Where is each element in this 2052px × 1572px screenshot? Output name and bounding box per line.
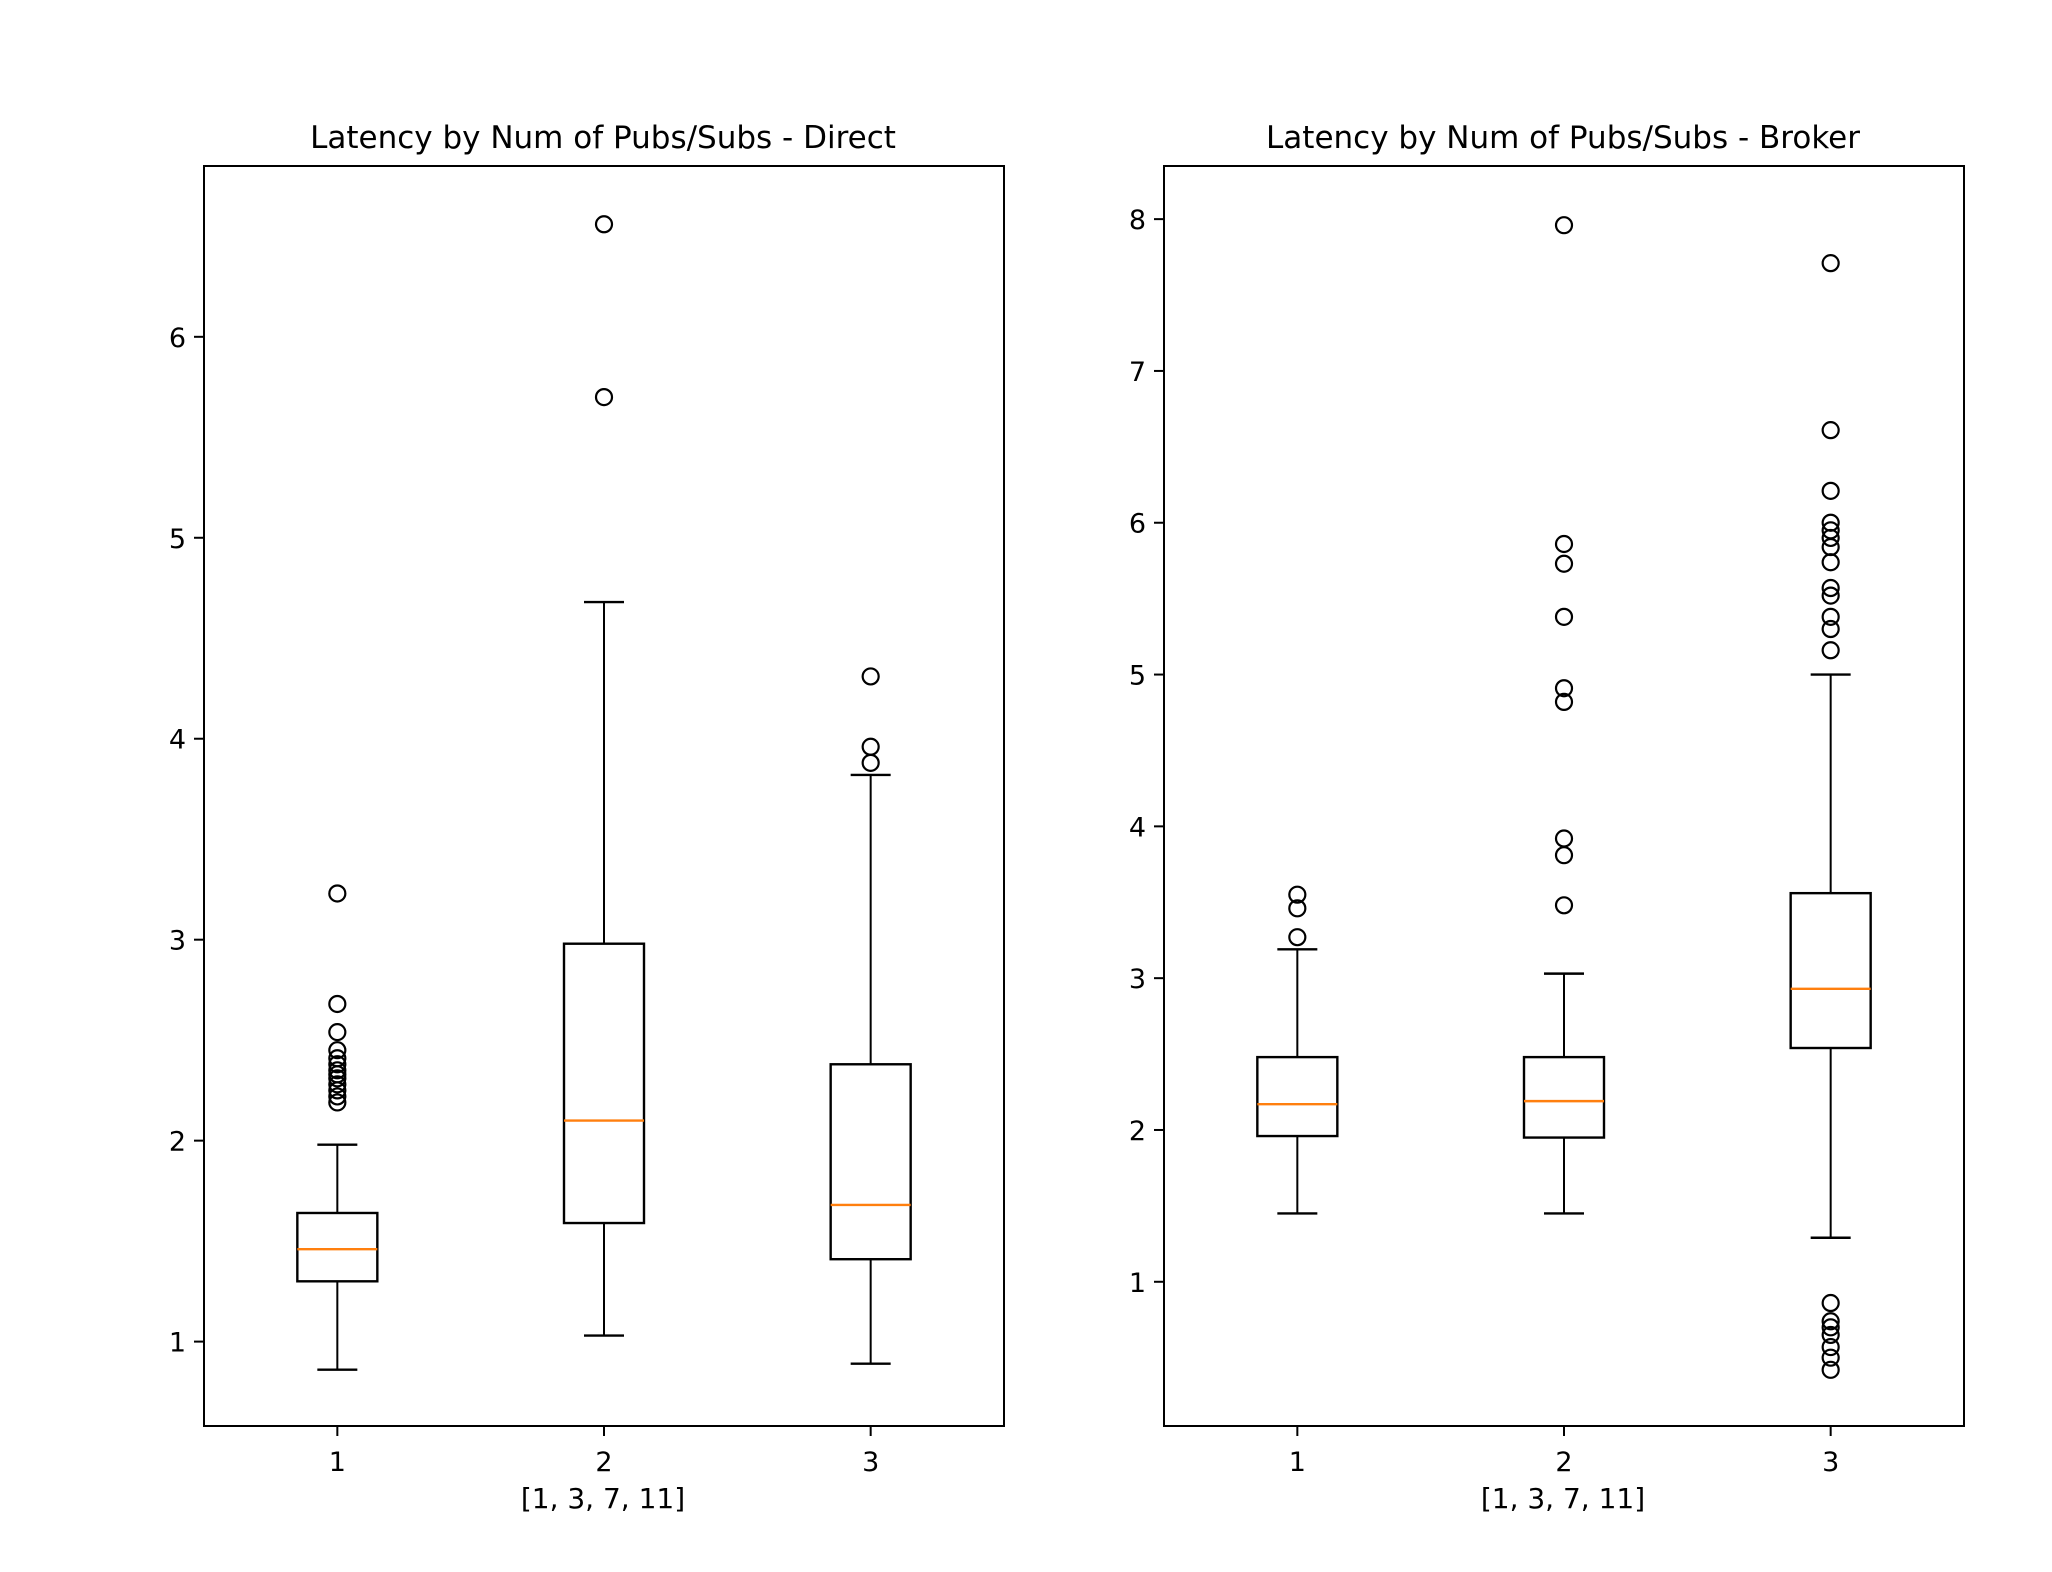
outlier-point [1554, 607, 1574, 626]
outlier-point [1554, 679, 1574, 698]
ytick-label: 3 [1129, 964, 1146, 995]
ytick-label: 2 [169, 1127, 186, 1158]
box-2 [562, 215, 646, 1337]
outlier-point [1554, 692, 1574, 711]
box-2 [1522, 216, 1606, 1215]
outlier-point [1554, 829, 1574, 848]
outlier-point [1821, 1348, 1840, 1367]
outlier-point [328, 994, 347, 1014]
outlier-point [1821, 421, 1840, 440]
outlier-point [328, 1075, 347, 1094]
outlier-point [1821, 1325, 1840, 1345]
outlier-point [1288, 928, 1307, 947]
box-3 [829, 667, 912, 1365]
outlier-point [1288, 899, 1307, 918]
outlier-point [1821, 607, 1840, 626]
outlier-point [1821, 513, 1840, 532]
outlier-point [328, 1093, 347, 1112]
xtick-label: 3 [1822, 1447, 1839, 1478]
ytick-label: 4 [1129, 812, 1146, 843]
xtick-label: 2 [1555, 1447, 1572, 1478]
outlier-point [1821, 521, 1840, 540]
outlier-point [1821, 586, 1840, 605]
box-iqr [1522, 1055, 1606, 1139]
outlier-point [861, 667, 880, 686]
box-iqr [829, 1063, 912, 1261]
ytick-label: 1 [1129, 1268, 1146, 1299]
outlier-point [328, 1061, 347, 1080]
box-iqr [1789, 891, 1872, 1050]
xtick-label: 3 [862, 1447, 879, 1478]
plot-frame [1163, 165, 1965, 1427]
outlier-point [328, 1049, 347, 1068]
outlier-point [1821, 481, 1840, 500]
chart-direct-xlabel: [1, 3, 7, 11] [521, 1482, 685, 1515]
outlier-point [328, 1055, 347, 1074]
ytick-label: 5 [169, 524, 186, 555]
ytick-label: 8 [1129, 205, 1146, 236]
ytick-label: 6 [169, 323, 186, 354]
outlier-point [1554, 896, 1574, 915]
outlier-point [328, 884, 347, 903]
chart-broker: Latency by Num of Pubs/Subs - Broker [1,… [1129, 120, 1965, 1515]
ytick-label: 6 [1129, 509, 1146, 540]
box-1 [296, 884, 379, 1371]
plot-frame [203, 165, 1005, 1427]
chart-broker-xlabel: [1, 3, 7, 11] [1481, 1482, 1645, 1515]
outlier-point [1554, 554, 1574, 573]
box-iqr [1256, 1055, 1339, 1138]
box-3 [1789, 254, 1872, 1379]
outlier-point [1554, 534, 1574, 554]
outlier-point [1821, 1337, 1840, 1357]
outlier-point [1821, 1312, 1840, 1331]
outlier-point [328, 1041, 347, 1060]
ytick-label: 2 [1129, 1116, 1146, 1147]
outlier-point [1821, 578, 1840, 598]
box-iqr [562, 942, 646, 1225]
outlier-point [1821, 1293, 1840, 1313]
outlier-point [1821, 641, 1840, 660]
ytick-label: 7 [1129, 357, 1146, 388]
chart-direct-title: Latency by Num of Pubs/Subs - Direct [310, 120, 896, 156]
outlier-point [861, 737, 880, 756]
outlier-point [1554, 216, 1574, 235]
outlier-point [1288, 885, 1307, 904]
outlier-point [1821, 1360, 1840, 1379]
box-1 [1256, 885, 1339, 1215]
ytick-label: 5 [1129, 661, 1146, 692]
outlier-point [594, 215, 614, 234]
box-iqr [296, 1211, 379, 1283]
xtick-label: 1 [1289, 1447, 1306, 1478]
xtick-label: 2 [595, 1447, 612, 1478]
chart-broker-title: Latency by Num of Pubs/Subs - Broker [1266, 120, 1860, 156]
xtick-label: 1 [329, 1447, 346, 1478]
outlier-point [594, 388, 614, 407]
ytick-label: 3 [169, 926, 186, 957]
outlier-point [328, 1023, 347, 1042]
outlier-point [1821, 254, 1840, 273]
outlier-point [1821, 1318, 1840, 1337]
chart-direct: Latency by Num of Pubs/Subs - Direct [1,… [169, 120, 1005, 1515]
outlier-point [328, 1087, 347, 1106]
outlier-point [1821, 619, 1840, 639]
ytick-label: 4 [169, 725, 186, 756]
ytick-label: 1 [169, 1328, 186, 1359]
